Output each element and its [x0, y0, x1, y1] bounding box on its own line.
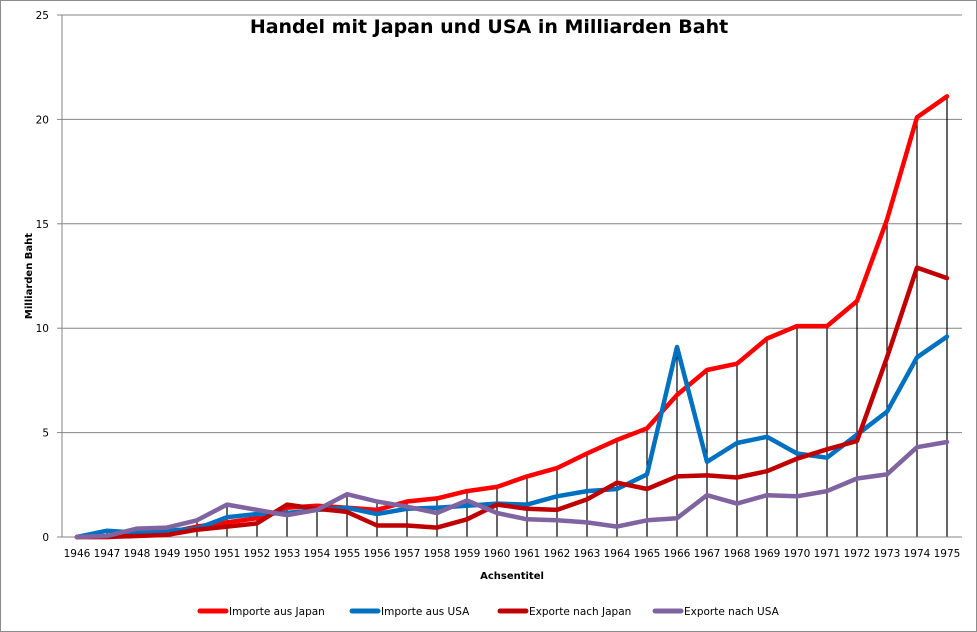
x-tick-label: 1949	[154, 548, 181, 560]
x-tick-label: 1950	[184, 548, 211, 560]
series-line-3	[74, 265, 950, 540]
x-tick-label: 1956	[364, 548, 391, 560]
x-tick-label: 1969	[754, 548, 781, 560]
series-lines	[74, 94, 950, 540]
legend-label: Exporte nach USA	[684, 606, 780, 618]
chart-title: Handel mit Japan und USA in Milliarden B…	[250, 16, 728, 38]
x-tick-label: 1955	[334, 548, 361, 560]
x-tick-label: 1962	[544, 548, 571, 560]
x-tick-label: 1974	[904, 548, 931, 560]
x-tick-label: 1970	[784, 548, 811, 560]
x-tick-label: 1947	[94, 548, 121, 560]
legend-item: Exporte nach USA	[652, 606, 780, 618]
x-tick-label: 1958	[424, 548, 451, 560]
x-tick-label: 1948	[124, 548, 151, 560]
x-tick-label: 1946	[64, 548, 91, 560]
x-tick-label: 1961	[514, 548, 541, 560]
legend-item: Importe aus USA	[349, 606, 470, 618]
x-tick-label: 1972	[844, 548, 871, 560]
x-tick-label: 1965	[634, 548, 661, 560]
y-axis-label: Milliarden Baht	[24, 233, 35, 319]
x-tick-labels: 1946 1947 1948 1949 1950 1951 1952 1953 1954 1955…	[64, 548, 961, 560]
legend: Importe aus Japan Importe aus USA Exporte …	[197, 606, 780, 618]
x-tick-label: 1973	[874, 548, 901, 560]
axes	[57, 14, 962, 538]
x-axis-label: Achsentitel	[480, 571, 544, 582]
y-tick-label: 5	[42, 428, 49, 440]
x-tick-label: 1959	[454, 548, 481, 560]
series-line-4	[74, 439, 950, 540]
x-tick-label: 1968	[724, 548, 751, 560]
x-tick-label: 1971	[814, 548, 841, 560]
y-tick-label: 25	[36, 10, 49, 22]
high-low-lines	[106, 96, 948, 537]
series-line-1	[74, 94, 950, 540]
series-line-2	[74, 334, 950, 540]
legend-label: Importe aus Japan	[229, 606, 325, 618]
x-tick-label: 1964	[604, 548, 631, 560]
y-tick-labels: 0 5 10 15 20 25	[36, 10, 49, 544]
x-tick-label: 1952	[244, 548, 271, 560]
x-tick-label: 1957	[394, 548, 421, 560]
x-tick-label: 1951	[214, 548, 241, 560]
y-tick-label: 15	[36, 219, 49, 231]
x-tick-label: 1960	[484, 548, 511, 560]
x-tick-label: 1975	[934, 548, 961, 560]
legend-label: Exporte nach Japan	[529, 606, 631, 618]
x-tick-label: 1954	[304, 548, 331, 560]
x-tick-label: 1963	[574, 548, 601, 560]
legend-item: Exporte nach Japan	[497, 606, 631, 618]
y-tick-label: 20	[36, 114, 49, 126]
x-tick-label: 1967	[694, 548, 721, 560]
y-tick-label: 10	[36, 323, 49, 335]
x-tick-label: 1953	[274, 548, 301, 560]
legend-item: Importe aus Japan	[197, 606, 325, 618]
x-tick-label: 1966	[664, 548, 691, 560]
legend-label: Importe aus USA	[381, 606, 470, 618]
y-tick-label: 0	[42, 532, 49, 544]
